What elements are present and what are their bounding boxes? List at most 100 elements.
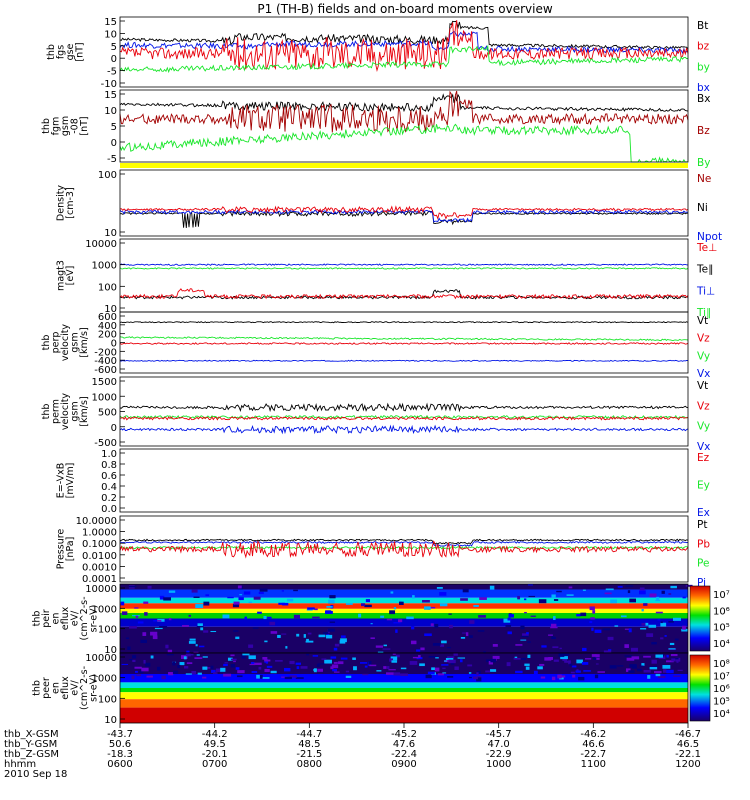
spectrogram-pixel: [420, 647, 425, 651]
y-tick-label: 15: [104, 90, 117, 101]
spectrogram-pixel: [442, 672, 447, 674]
y-axis-label-line: [km/s]: [79, 396, 90, 426]
spectrogram-pixel: [389, 658, 393, 662]
spectrogram-pixel: [193, 596, 200, 598]
spectrogram-pixel: [393, 607, 397, 610]
spectrogram-pixel: [560, 675, 566, 678]
spectrogram-pixel: [570, 671, 575, 674]
y-axis-label-line: Pressure: [55, 529, 66, 570]
spectrogram-pixel: [427, 671, 435, 675]
colorbar-tick-label: 10⁶: [713, 684, 730, 695]
colorbar-tick-label: 10⁴: [713, 639, 730, 650]
spectrogram-pixel: [617, 665, 624, 667]
y-tick-label: 200: [98, 330, 117, 341]
panel-temp: 10000 1000 100 10 magt3[eV] Te⊥ Te∥ Ti⊥ Ti∥: [55, 238, 717, 319]
spectrogram-pixel: [431, 667, 435, 671]
x-tick-label: 1200: [675, 759, 700, 770]
x-tick-label: 46.5: [677, 739, 699, 750]
spectrogram-pixel: [390, 591, 394, 594]
series-line: [119, 538, 689, 545]
series-line: [119, 414, 689, 420]
panel-frame: [119, 16, 689, 88]
spectrogram-pixel: [666, 669, 674, 674]
spectrogram-pixel: [241, 654, 246, 659]
series-line: [119, 540, 689, 547]
spectrogram-pixel: [195, 644, 198, 647]
spectrogram-pixel: [605, 588, 614, 591]
spectrogram-pixel: [364, 665, 368, 668]
spectrogram-pixel: [441, 664, 449, 666]
spectrogram-pixel: [630, 647, 638, 652]
ephemeris-row-label: thb_X-GSM: [4, 729, 59, 740]
y-axis-label-line: perp: [51, 332, 62, 354]
spectrogram-pixel: [289, 660, 295, 665]
chart-title: P1 (TH-B) fields and on-board moments ov…: [257, 2, 553, 16]
colorbar: [689, 585, 711, 652]
spectrogram-pixel: [508, 614, 514, 618]
spectrogram-pixel: [603, 650, 612, 654]
spectrogram-pixel: [624, 628, 630, 630]
spectrogram-pixel: [252, 627, 259, 629]
spectrogram-pixel: [186, 653, 191, 657]
series-line: [119, 342, 689, 345]
spectrogram-pixel: [435, 657, 439, 659]
x-tick-label: -22.1: [675, 749, 701, 760]
spectrogram-pixel: [533, 670, 538, 675]
spectrogram-pixel: [530, 615, 536, 617]
spectrogram-pixel: [503, 618, 511, 623]
spectrogram-pixel: [439, 592, 447, 596]
y-tick-label: 10000: [85, 584, 117, 595]
spectrogram-pixel: [668, 620, 674, 623]
y-tick-label: 0.6: [101, 471, 117, 482]
spectrogram-pixel: [375, 645, 384, 648]
spectrogram-pixel: [129, 658, 133, 661]
spectrogram-pixel: [553, 616, 556, 621]
spectrogram-pixel: [525, 666, 530, 670]
spectrogram-pixel: [575, 670, 581, 673]
spectrogram-pixel: [492, 655, 500, 659]
spectrogram-pixel: [505, 625, 512, 627]
spectrogram-pixel: [310, 677, 318, 682]
spectrogram-pixel: [197, 672, 202, 675]
spectrogram-pixel: [449, 624, 453, 629]
y-axis-label-line: eV/: [70, 610, 81, 626]
spectrogram-pixel: [473, 676, 478, 680]
spectrogram-pixel: [203, 674, 209, 676]
spectrogram-pixel: [248, 601, 252, 603]
spectrogram-pixel: [639, 590, 646, 595]
spectrogram-pixel: [197, 623, 203, 627]
spectrogram-pixel: [553, 659, 559, 662]
y-tick-label: 100: [98, 170, 117, 181]
spectrogram-pixel: [154, 627, 163, 630]
spectrogram-pixel: [655, 599, 661, 602]
spectrogram-pixel: [134, 666, 142, 669]
panel-frame: [119, 376, 689, 447]
spectrogram-pixel: [604, 592, 612, 595]
colorbar: [689, 654, 711, 722]
spectrogram-pixel: [524, 598, 527, 601]
spectrogram-pixel: [129, 626, 137, 629]
spectrogram-pixel: [141, 667, 149, 672]
spectrogram-pixel: [596, 658, 600, 660]
spectrogram-band: [120, 608, 688, 613]
spectrogram-pixel: [166, 654, 174, 656]
spectrogram-pixel: [395, 629, 398, 633]
y-tick-label: 100: [98, 282, 117, 293]
spectrogram-pixel: [286, 598, 294, 602]
spectrogram-pixel: [440, 644, 445, 647]
y-axis-label-line: [nT]: [79, 116, 90, 135]
spectrogram-pixel: [256, 674, 260, 679]
x-tick-label: 0900: [391, 759, 416, 770]
spectrogram-pixel: [462, 632, 467, 634]
panel-efield: 1.00.80.60.40.20.0 E=-VxB[mV/m] Ez Ey Ex: [55, 448, 710, 519]
spectrogram-pixel: [198, 645, 205, 648]
spectrogram-pixel: [551, 594, 556, 599]
spectrogram-pixel: [643, 655, 651, 658]
spectrogram-pixel: [382, 648, 391, 650]
spectrogram-pixel: [333, 661, 339, 664]
spectrogram-pixel: [136, 674, 142, 677]
spectrogram-pixel: [189, 638, 196, 641]
y-axis-label-line: perm: [51, 399, 62, 424]
spectrogram-pixel: [185, 673, 192, 675]
x-tick-label: -21.5: [296, 749, 322, 760]
